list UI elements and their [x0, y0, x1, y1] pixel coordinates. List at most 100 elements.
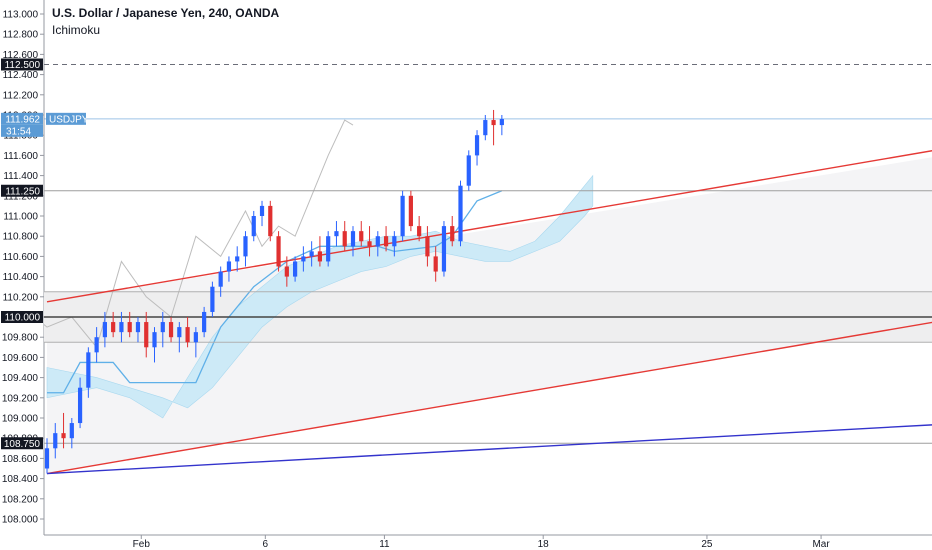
candle — [359, 221, 364, 247]
candle-body — [210, 286, 215, 312]
y-tick-label: 113.000 — [3, 10, 39, 21]
y-tick-label: 108.600 — [2, 454, 39, 465]
candle — [259, 200, 265, 227]
candle-body — [284, 266, 289, 277]
y-tick-label: 108.200 — [2, 494, 39, 505]
level-badge: 108.750 — [4, 439, 41, 450]
x-tick-label: Mar — [812, 539, 830, 550]
y-tick-label: 110.400 — [3, 272, 39, 283]
y-tick-label: 108.400 — [2, 474, 39, 485]
candle — [499, 115, 504, 136]
level-badge: 111.250 — [5, 186, 40, 197]
x-tick-label: 11 — [379, 539, 390, 550]
candle-body — [185, 327, 190, 343]
symbol-title[interactable]: U.S. Dollar / Japanese Yen, 240, OANDA — [52, 6, 280, 20]
candle — [152, 327, 157, 363]
y-tick-label: 112.200 — [3, 90, 39, 101]
candle — [119, 311, 124, 343]
price-badges: 112.500 111.250 110.000 108.750 111.962 USDJP… — [1, 58, 89, 450]
level-badge-bg — [1, 184, 43, 197]
candle-body — [334, 231, 339, 237]
candle-body — [218, 271, 223, 287]
symbol-tag-bg — [46, 112, 86, 125]
plot-area[interactable] — [22, 39, 932, 475]
candle — [433, 246, 438, 282]
y-tick-label: 111.400 — [3, 171, 38, 182]
level-badge-bg — [1, 311, 43, 323]
candle — [111, 311, 116, 338]
candle — [251, 210, 256, 242]
y-tick-label: 109.200 — [2, 393, 39, 404]
y-tick-label: 109.000 — [2, 414, 39, 425]
candle-body — [400, 195, 405, 237]
candle — [102, 311, 107, 348]
y-tick-label: 109.800 — [2, 333, 39, 344]
candle-body — [102, 322, 107, 338]
candle-body — [226, 261, 232, 272]
candle-body — [268, 205, 273, 237]
x-tick-label: Feb — [133, 539, 151, 550]
y-tick-label: 112.800 — [3, 30, 39, 41]
candle — [367, 226, 372, 257]
candle — [218, 266, 223, 297]
candle-body — [69, 423, 74, 439]
candle-body — [276, 236, 281, 267]
level-badge-bg — [1, 437, 43, 450]
candle — [144, 311, 149, 358]
candle-body — [458, 185, 463, 242]
candle — [483, 115, 488, 141]
candle — [334, 221, 339, 247]
drawing-lines[interactable] — [44, 39, 932, 475]
time-axis[interactable]: Feb6111825Mar6111825Ap — [133, 535, 932, 550]
channel-lower-line[interactable] — [46, 211, 932, 475]
candle — [168, 317, 174, 343]
indicator-label[interactable]: Ichimoku — [52, 23, 101, 37]
candle — [441, 221, 447, 277]
candle — [450, 216, 455, 247]
candle — [77, 377, 83, 429]
candle — [210, 281, 215, 317]
y-tick-label: 109.400 — [2, 373, 39, 384]
y-tick-label: 111.600 — [3, 151, 38, 162]
y-tick-label: 110.600 — [3, 252, 39, 263]
level-badge-bg — [1, 58, 43, 71]
candle — [474, 130, 480, 166]
candle-body — [441, 226, 447, 272]
candle-body — [235, 256, 240, 262]
candle-body — [425, 236, 430, 257]
candle-body — [135, 322, 141, 333]
candle-body — [144, 322, 149, 348]
y-tick-label: 110.200 — [3, 292, 39, 303]
candle-body — [350, 231, 356, 247]
candle — [317, 236, 323, 267]
bar-countdown-label: 31:54 — [6, 126, 31, 137]
x-tick-label: 25 — [701, 539, 713, 550]
candle — [408, 190, 413, 232]
candle — [243, 231, 248, 267]
candle-body — [342, 231, 347, 247]
cloud-area — [46, 174, 594, 419]
trendline[interactable] — [46, 272, 932, 475]
candle — [185, 317, 190, 348]
candle-body — [251, 216, 256, 237]
current-price-badge-bg — [1, 112, 43, 125]
candle — [400, 190, 405, 242]
candle-body — [367, 241, 372, 247]
candle-body — [483, 120, 488, 136]
candle — [350, 226, 356, 257]
y-tick-label: 112.600 — [3, 50, 39, 61]
x-tick-label: 6 — [263, 539, 269, 550]
countdown-badge-bg — [1, 124, 43, 137]
candle — [160, 311, 165, 348]
y-tick-label: 109.600 — [2, 353, 39, 364]
candle — [309, 241, 314, 267]
y-tick-label: 111.200 — [3, 191, 38, 202]
candle-body — [392, 236, 397, 247]
candle — [61, 412, 66, 449]
candle-body — [450, 226, 455, 242]
candle — [135, 317, 141, 343]
candle — [193, 327, 198, 358]
candle-body — [111, 322, 116, 333]
candle-body — [408, 195, 413, 227]
